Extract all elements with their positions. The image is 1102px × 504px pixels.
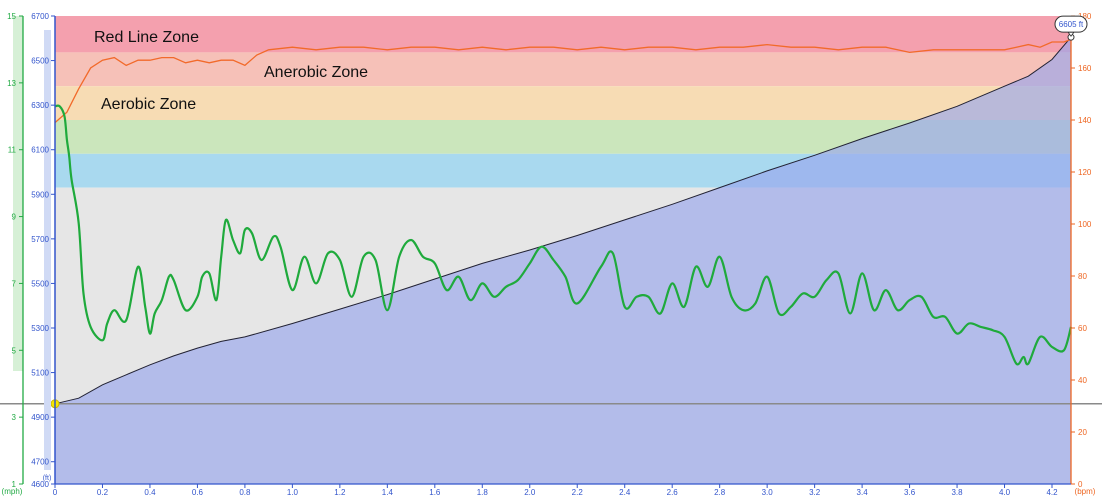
x-tick-label: 2.2	[572, 488, 584, 497]
elevation-tick-label: 6700	[31, 12, 49, 21]
x-tick-label: 0.4	[144, 488, 156, 497]
speed-tick-label: 1	[12, 480, 17, 489]
x-tick-label: 3.6	[904, 488, 916, 497]
speed-tick-label: 11	[8, 146, 17, 155]
zone-label-2: Aerobic Zone	[101, 96, 196, 113]
x-tick-label: 2.4	[619, 488, 631, 497]
speed-axis-track	[13, 16, 23, 371]
speed-tick-label: 7	[12, 279, 17, 288]
x-tick-label: 3.2	[809, 488, 821, 497]
x-tick-label: 0.8	[239, 488, 251, 497]
x-tick-label: 2.6	[667, 488, 679, 497]
zone-label-0: Red Line Zone	[94, 29, 199, 46]
speed-unit-label: (mph)	[2, 487, 23, 496]
elevation-tick-label: 4900	[31, 413, 49, 422]
x-tick-label: 2.8	[714, 488, 726, 497]
x-tick-label: 3.0	[762, 488, 774, 497]
elevation-tick-label: 5500	[31, 279, 49, 288]
x-tick-label: 1.0	[287, 488, 299, 497]
x-tick-label: 1.4	[382, 488, 394, 497]
zone-label-1: Anerobic Zone	[264, 64, 368, 81]
speed-tick-label: 15	[7, 12, 16, 21]
heart-rate-unit-label: (bpm)	[1075, 487, 1096, 496]
x-tick-label: 0	[53, 488, 58, 497]
heart-rate-tick-label: 20	[1078, 428, 1087, 437]
speed-tick-label: 13	[7, 79, 16, 88]
elevation-tick-label: 4600	[31, 480, 49, 489]
heart-rate-tick-label: 120	[1078, 168, 1092, 177]
heart-rate-tick-label: 60	[1078, 324, 1087, 333]
annotation-bubble	[1054, 15, 1088, 33]
elevation-tick-label: 5300	[31, 324, 49, 333]
x-tick-label: 2.0	[524, 488, 536, 497]
annotation-label: 6605 ft	[1059, 20, 1084, 29]
heart-rate-tick-label: 100	[1078, 220, 1092, 229]
x-tick-label: 1.6	[429, 488, 441, 497]
x-tick-label: 0.6	[192, 488, 204, 497]
elevation-tick-label: 4700	[31, 458, 49, 467]
elevation-axis-track	[44, 30, 51, 470]
hr-zone-band-1	[55, 52, 1071, 87]
x-tick-label: 4.0	[999, 488, 1011, 497]
elevation-tick-label: 6300	[31, 101, 49, 110]
heart-rate-tick-label: 180	[1078, 12, 1092, 21]
heart-rate-tick-label: 160	[1078, 64, 1092, 73]
speed-tick-label: 5	[12, 346, 17, 355]
speed-tick-label: 9	[12, 213, 17, 222]
elevation-tick-label: 5900	[31, 190, 49, 199]
elevation-tick-label: 6100	[31, 146, 49, 155]
elevation-tick-label: 5100	[31, 369, 49, 378]
x-tick-label: 3.8	[951, 488, 963, 497]
heart-rate-tick-label: 80	[1078, 272, 1087, 281]
hr-zone-band-2	[55, 86, 1071, 120]
speed-line	[54, 104, 1073, 366]
speed-tick-label: 3	[12, 413, 17, 422]
elevation-line	[54, 36, 1072, 405]
x-tick-label: 4.2	[1046, 488, 1058, 497]
elevation-tick-label: 6500	[31, 57, 49, 66]
x-tick-label: 0.2	[97, 488, 109, 497]
hr-zone-band-0	[55, 16, 1071, 53]
heart-rate-line	[54, 38, 1072, 124]
heart-rate-tick-label: 0	[1078, 480, 1083, 489]
elevation-unit-label: (ft)	[43, 475, 52, 482]
heart-rate-tick-label: 140	[1078, 116, 1092, 125]
x-tick-label: 1.8	[477, 488, 489, 497]
elevation-tick-label: 5700	[31, 235, 49, 244]
x-tick-label: 3.4	[857, 488, 869, 497]
x-tick-label: 1.2	[334, 488, 346, 497]
elevation-area	[55, 37, 1071, 484]
heart-rate-tick-label: 40	[1078, 376, 1087, 385]
